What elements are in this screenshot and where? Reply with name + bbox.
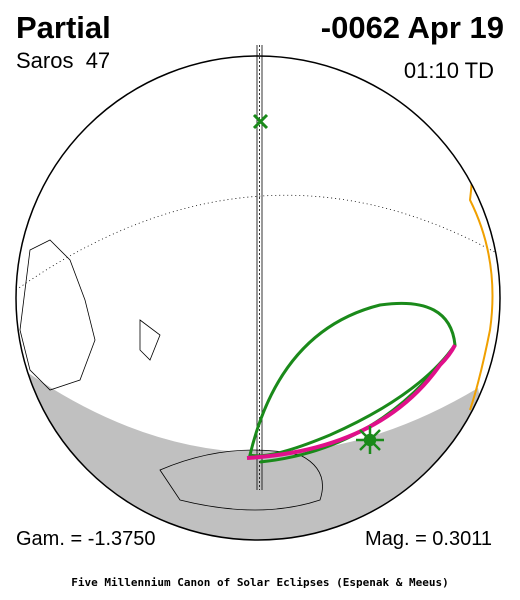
new-zealand [139,319,161,361]
max-eclipse-curve [246,344,457,460]
magnitude: Mag. = 0.3011 [365,528,492,550]
globe-outline [15,55,501,541]
credit: Five Millennium Canon of Solar Eclipses … [71,576,449,589]
eclipse-limit [248,301,457,458]
australia [19,239,96,391]
time: 01:10 TD [404,58,494,83]
antarctica [159,449,323,511]
date: -0062 Apr 19 [321,10,504,45]
greatest-eclipse [356,426,384,454]
globe-content [16,59,500,540]
gamma: Gam. = -1.3750 [16,528,156,550]
saros: Saros 47 [16,48,110,73]
sub-solar-point [252,113,269,130]
eclipse-type: Partial [16,10,111,45]
